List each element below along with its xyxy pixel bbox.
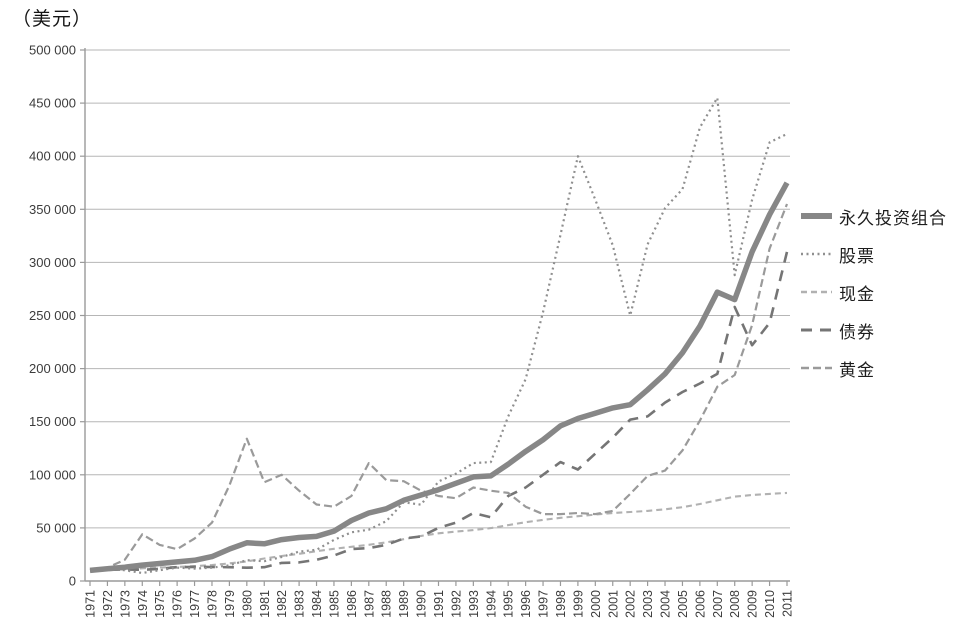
x-tick-label-1989: 1989 — [397, 590, 411, 618]
series-line-stocks — [89, 96, 788, 575]
series-line-portfolio — [89, 181, 790, 574]
x-tick-label-1975: 1975 — [153, 590, 167, 618]
legend-swatch-cash-line — [801, 290, 832, 294]
y-axis-unit-label: （美元） — [12, 9, 93, 30]
legend-label-portfolio: 永久投资组合 — [839, 208, 947, 228]
x-tick-label-1979: 1979 — [223, 590, 237, 618]
y-tick-label: 0 — [69, 574, 76, 589]
x-tick-label-2000: 2000 — [589, 590, 603, 618]
x-tick-label-1983: 1983 — [293, 590, 307, 618]
y-tick-label: 50 000 — [36, 520, 76, 535]
legend-swatch-portfolio-line — [801, 213, 832, 219]
x-tick-label-1996: 1996 — [519, 590, 533, 618]
x-tick-label-1984: 1984 — [310, 590, 324, 618]
x-tick-label-1981: 1981 — [258, 590, 272, 618]
legend-item-stocks: 股票 — [801, 235, 947, 273]
legend-swatch-gold-line — [801, 366, 832, 370]
legend-swatch-stocks-line — [801, 252, 832, 256]
legend-label-stocks: 股票 — [839, 246, 875, 266]
legend-item-cash: 现金 — [801, 273, 947, 311]
gridlines — [85, 49, 790, 529]
series-line-cash — [89, 491, 788, 572]
y-axis: 0 50 000 100 000 150 000 200 000 250 000 300 0… — [29, 43, 85, 589]
x-tick-label-1999: 1999 — [571, 590, 585, 618]
x-tick-label-2006: 2006 — [693, 590, 707, 618]
x-tick-label-2004: 2004 — [659, 590, 673, 618]
legend-swatch-bonds-line — [801, 328, 832, 332]
x-tick-label-1994: 1994 — [484, 590, 498, 618]
y-tick-label: 450 000 — [29, 96, 76, 111]
x-axis: 1971 1972 1973 1974 1975 1976 1977 1978 1979 1980… — [84, 581, 795, 618]
y-tick-label: 200 000 — [29, 361, 76, 376]
y-tick-label: 300 000 — [29, 255, 76, 270]
x-tick-label-2008: 2008 — [728, 590, 742, 618]
legend-label-cash: 现金 — [839, 284, 875, 304]
legend: 永久投资组合 股票 现金 债券 黄金 — [801, 197, 947, 387]
legend-item-gold: 黄金 — [801, 349, 947, 387]
x-tick-label-1987: 1987 — [362, 590, 376, 618]
x-tick-label-1985: 1985 — [327, 590, 341, 618]
legend-label-bonds: 债券 — [839, 322, 875, 342]
legend-item-bonds: 债券 — [801, 311, 947, 349]
x-tick-label-1993: 1993 — [467, 590, 481, 618]
x-tick-label-2003: 2003 — [641, 590, 655, 618]
x-tick-label-1972: 1972 — [101, 590, 115, 618]
x-tick-label-1997: 1997 — [537, 590, 551, 618]
x-tick-label-1971: 1971 — [84, 590, 98, 618]
y-tick-label: 100 000 — [29, 467, 76, 482]
y-tick-label: 250 000 — [29, 308, 76, 323]
legend-label-gold: 黄金 — [839, 360, 875, 380]
x-tick-label-1976: 1976 — [171, 590, 185, 618]
x-tick-label-1974: 1974 — [136, 590, 150, 618]
series-line-bonds — [89, 251, 789, 572]
x-tick-label-1978: 1978 — [205, 590, 219, 618]
x-tick-label-1977: 1977 — [188, 590, 202, 618]
x-tick-label-2002: 2002 — [624, 590, 638, 618]
x-tick-label-2009: 2009 — [746, 590, 760, 618]
x-tick-label-1988: 1988 — [380, 590, 394, 618]
axes — [84, 48, 790, 582]
x-tick-label-2007: 2007 — [711, 590, 725, 618]
y-tick-label: 400 000 — [29, 149, 76, 164]
y-tick-label: 150 000 — [29, 414, 76, 429]
x-tick-label-1992: 1992 — [449, 590, 463, 618]
y-tick-label: 500 000 — [29, 43, 76, 58]
x-tick-label-1980: 1980 — [240, 590, 254, 618]
x-tick-label-2001: 2001 — [606, 590, 620, 618]
x-tick-label-1973: 1973 — [118, 590, 132, 618]
y-tick-label: 350 000 — [29, 202, 76, 217]
x-tick-label-1990: 1990 — [415, 590, 429, 618]
x-tick-label-2005: 2005 — [676, 590, 690, 618]
series-line-gold — [89, 203, 789, 572]
x-tick-label-1998: 1998 — [554, 590, 568, 618]
x-tick-label-1991: 1991 — [432, 590, 446, 618]
legend-item-portfolio: 永久投资组合 — [801, 197, 947, 235]
x-tick-label-1995: 1995 — [502, 590, 516, 618]
x-tick-label-1982: 1982 — [275, 590, 289, 618]
x-tick-label-2010: 2010 — [763, 590, 777, 618]
x-tick-label-2011: 2011 — [781, 590, 795, 617]
x-tick-label-1986: 1986 — [345, 590, 359, 618]
